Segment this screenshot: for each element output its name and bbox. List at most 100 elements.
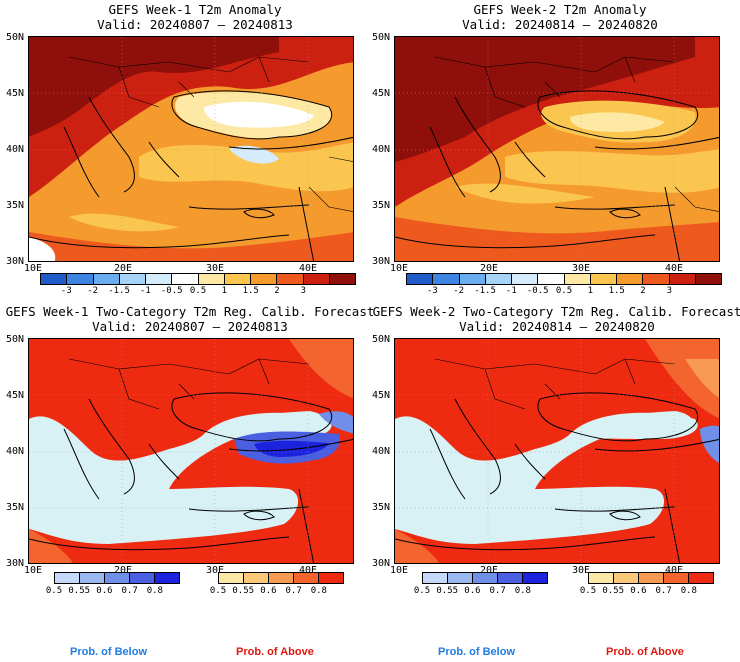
prob-below-colorbar: [422, 572, 548, 584]
colorbar-swatch: [303, 274, 330, 284]
lat-label: 35N: [6, 200, 25, 211]
colorbar-tick-label: 0.6: [96, 586, 113, 596]
colorbar-swatch: [407, 274, 434, 284]
colorbar-tick-label: 0.55: [602, 586, 625, 596]
colorbar-tick-label: 0.55: [232, 586, 255, 596]
colorbar-swatch: [269, 573, 294, 583]
prob2-map: [394, 338, 720, 564]
lat-label: 40N: [372, 144, 391, 155]
lon-label: 40E: [665, 565, 684, 576]
lat-label: 50N: [6, 32, 25, 43]
colorbar-tick-label: 0.5: [579, 586, 597, 596]
colorbar-tick-label: -2: [453, 286, 465, 296]
lon-label: 30E: [206, 263, 225, 274]
colorbar-tick-label: 0.7: [121, 586, 138, 596]
lat-label: 50N: [6, 334, 25, 345]
colorbar-swatch: [80, 573, 105, 583]
colorbar-swatch: [689, 573, 713, 583]
colorbar-tick-label: 2: [274, 286, 280, 296]
colorbar-swatch: [695, 274, 721, 284]
lat-label: 35N: [372, 200, 391, 211]
colorbar-tick-label: 0.7: [489, 586, 506, 596]
prob-above-label: Prob. of Above: [236, 646, 314, 658]
colorbar-swatch: [319, 573, 343, 583]
lon-label: 10E: [24, 263, 43, 274]
lat-label: 45N: [6, 88, 25, 99]
lon-label: 20E: [114, 565, 133, 576]
colorbar-tick-label: 2: [640, 286, 646, 296]
lat-label: 40N: [372, 446, 391, 457]
colorbar-swatch: [538, 274, 565, 284]
colorbar-tick-label: 0.8: [514, 586, 531, 596]
colorbar-tick-label: 0.5: [209, 586, 227, 596]
colorbar-swatch: [512, 274, 539, 284]
colorbar-swatch: [277, 274, 304, 284]
lon-label: 30E: [206, 565, 225, 576]
lat-label: 45N: [372, 88, 391, 99]
colorbar-tick-label: -2: [87, 286, 99, 296]
lon-label: 20E: [114, 263, 133, 274]
lon-label: 10E: [24, 565, 43, 576]
colorbar-swatch: [67, 274, 94, 284]
lat-label: 30N: [372, 256, 391, 267]
colorbar-tick-label: 0.8: [680, 586, 697, 596]
colorbar-swatch: [198, 274, 225, 284]
colorbar-tick-label: 0.55: [68, 586, 91, 596]
colorbar-tick-label: 1: [587, 286, 594, 296]
colorbar-swatch: [294, 573, 319, 583]
colorbar-swatch: [251, 274, 278, 284]
colorbar-tick-label: -1: [139, 286, 151, 296]
colorbar-swatch: [41, 274, 68, 284]
colorbar-tick-label: 1.5: [242, 286, 259, 296]
colorbar-swatch: [155, 573, 179, 583]
colorbar-tick-label: 3: [300, 286, 307, 296]
lon-label: 40E: [299, 565, 318, 576]
lat-label: 45N: [372, 390, 391, 401]
prob-below-label: Prob. of Below: [70, 646, 147, 658]
colorbar-tick-label: 0.6: [464, 586, 481, 596]
colorbar-tick-label: -3: [60, 286, 72, 296]
colorbar-tick-label: -0.5: [526, 286, 549, 296]
colorbar-swatch: [485, 274, 512, 284]
colorbar-swatch: [146, 274, 173, 284]
colorbar-tick-label: 1: [221, 286, 228, 296]
colorbar-tick-label: 0.55: [436, 586, 459, 596]
colorbar-tick-label: 0.6: [260, 586, 277, 596]
colorbar-tick-label: -3: [426, 286, 438, 296]
lon-label: 10E: [390, 565, 409, 576]
prob2-title: GEFS Week-2 Two-Category T2m Reg. Calib.…: [372, 304, 740, 334]
colorbar-tick-label: 1.5: [608, 286, 625, 296]
colorbar-tick-label: 0.5: [45, 586, 63, 596]
colorbar-tick-label: 0.5: [555, 286, 573, 296]
colorbar-swatch: [433, 274, 460, 284]
lat-label: 45N: [6, 390, 25, 401]
lat-label: 50N: [372, 32, 391, 43]
colorbar-swatch: [589, 573, 614, 583]
prob-above-label: Prob. of Above: [606, 646, 684, 658]
lat-label: 30N: [6, 558, 25, 569]
colorbar-swatch: [614, 573, 639, 583]
lon-label: 40E: [299, 263, 318, 274]
anom2-title: GEFS Week-2 T2m Anomaly Valid: 20240814 –…: [462, 2, 658, 32]
colorbar-swatch: [448, 573, 473, 583]
prob1-map: [28, 338, 354, 564]
anom1-map: [28, 36, 354, 262]
colorbar-tick-label: 0.7: [655, 586, 672, 596]
colorbar-tick-label: 0.8: [146, 586, 163, 596]
lon-label: 30E: [572, 263, 591, 274]
colorbar-swatch: [423, 573, 448, 583]
lat-label: 30N: [372, 558, 391, 569]
lat-label: 35N: [372, 502, 391, 513]
colorbar-swatch: [172, 274, 199, 284]
colorbar-tick-label: 3: [666, 286, 673, 296]
colorbar-tick-label: 0.5: [189, 286, 207, 296]
anom1-title: GEFS Week-1 T2m Anomaly Valid: 20240807 –…: [97, 2, 293, 32]
colorbar-swatch: [669, 274, 696, 284]
colorbar-tick-label: 0.5: [413, 586, 431, 596]
colorbar-swatch: [564, 274, 591, 284]
colorbar-swatch: [55, 573, 80, 583]
lat-label: 50N: [372, 334, 391, 345]
colorbar-swatch: [244, 573, 269, 583]
lon-label: 20E: [480, 263, 499, 274]
lon-label: 20E: [480, 565, 499, 576]
